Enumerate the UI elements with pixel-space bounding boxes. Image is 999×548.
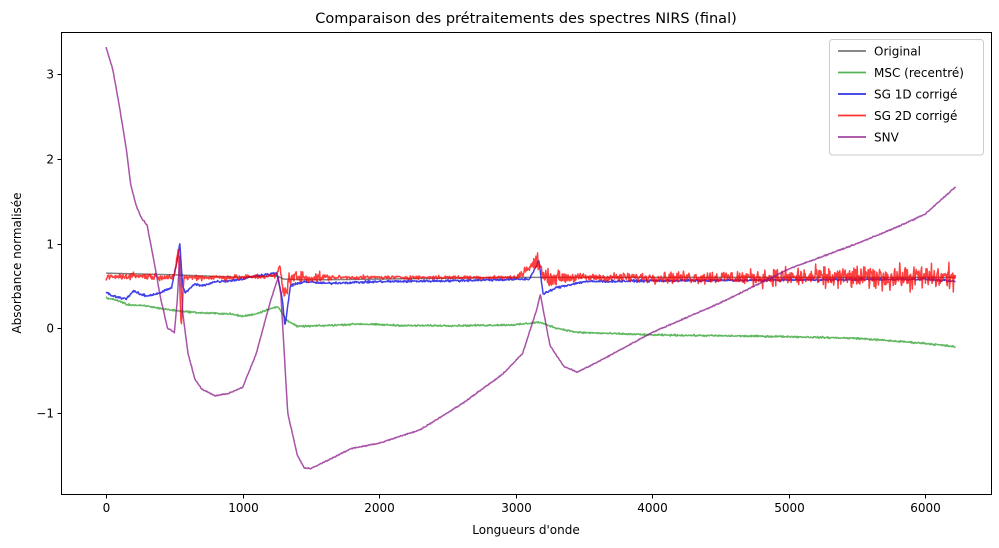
legend-label: SG 1D corrigé (874, 88, 957, 102)
legend-box (829, 39, 984, 156)
x-tick-label: 0 (103, 501, 111, 515)
x-tick-label: 4000 (637, 501, 668, 515)
legend-label: Original (874, 45, 921, 59)
series-line-5 (105, 46, 957, 470)
x-tick-label: 1000 (228, 501, 259, 515)
x-tick-label: 2000 (364, 501, 395, 515)
y-tick-label: 3 (46, 68, 54, 82)
x-axis-title: Longueurs d'onde (472, 523, 580, 537)
chart-title: Comparaison des prétraitements des spect… (315, 11, 737, 27)
series-layer (105, 46, 957, 470)
x-tick-label: 5000 (774, 501, 805, 515)
x-tick-label: 6000 (910, 501, 941, 515)
y-tick-label: 2 (46, 153, 54, 167)
legend-label: SNV (874, 131, 900, 145)
legend-label: MSC (recentré) (874, 66, 964, 80)
legend: Original MSC (recentré) SG 1D corrigé SG 2D… (829, 39, 984, 156)
series-line-2 (105, 296, 956, 348)
y-tick-label: −1 (36, 407, 54, 421)
x-axis: 0 1000 2000 3000 4000 5000 6000 (103, 494, 941, 515)
y-axis-title: Absorbance normalisée (10, 192, 24, 333)
y-tick-label: 0 (46, 322, 54, 336)
legend-label: SG 2D corrigé (874, 109, 957, 123)
y-tick-label: 1 (46, 238, 54, 252)
x-tick-label: 3000 (501, 501, 532, 515)
plot-frame (61, 32, 992, 495)
y-axis: −1 0 1 2 3 (36, 68, 62, 421)
series-line-4 (105, 248, 957, 325)
